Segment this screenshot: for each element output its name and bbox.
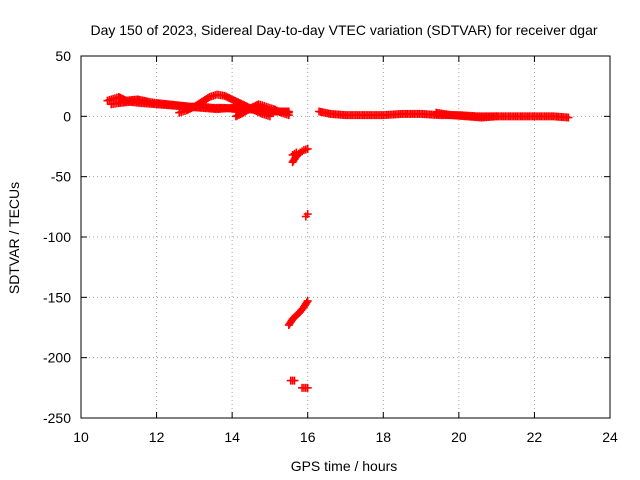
x-tick-label: 12: [149, 429, 165, 445]
data-point: [564, 113, 573, 122]
data-point: [302, 298, 311, 307]
x-axis-title: GPS time / hours: [291, 458, 398, 474]
x-tick-label: 16: [300, 429, 316, 445]
y-tick-label: -100: [43, 229, 71, 245]
data-point: [303, 383, 312, 392]
data-point: [303, 296, 312, 305]
tick-labels: 10 12 14 16 18 20 22 24 -250 -200 -150 -100 -50 0 50: [43, 48, 618, 445]
x-tick-label: 20: [451, 429, 467, 445]
y-tick-label: 50: [55, 48, 71, 64]
y-tick-label: -200: [43, 350, 71, 366]
y-axis-title: SDTVAR / TECUs: [6, 182, 22, 294]
x-tick-label: 10: [73, 429, 89, 445]
data-points: [103, 90, 573, 392]
x-tick-label: 22: [527, 429, 543, 445]
y-tick-label: -150: [43, 289, 71, 305]
y-tick-label: -50: [51, 169, 71, 185]
x-tick-label: 18: [375, 429, 391, 445]
y-tick-label: -250: [43, 410, 71, 426]
grid-lines: [81, 56, 610, 418]
axis-ticks: [80, 55, 611, 419]
x-tick-label: 14: [224, 429, 240, 445]
data-point: [492, 112, 501, 121]
data-point: [265, 112, 274, 121]
data-point: [303, 210, 312, 219]
data-point: [284, 111, 293, 120]
chart-title: Day 150 of 2023, Sidereal Day-to-day VTE…: [90, 22, 597, 38]
data-point: [303, 144, 312, 153]
x-tick-label: 24: [602, 429, 618, 445]
y-tick-label: 0: [63, 108, 71, 124]
data-point: [290, 376, 299, 385]
data-point: [292, 148, 301, 157]
